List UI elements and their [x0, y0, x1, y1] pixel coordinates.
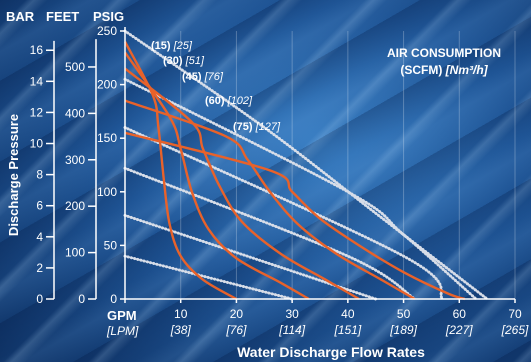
x-tick-label-lpm: [38] — [170, 323, 192, 337]
x-tick-label-gpm: 60 — [453, 307, 467, 321]
pressure-line — [125, 168, 415, 299]
air-consumption-curves — [125, 42, 465, 299]
air-label-nm3h: [102] — [227, 95, 253, 107]
x-tick-label-lpm: [189] — [389, 323, 417, 337]
air-label-nm3h: [76] — [204, 71, 224, 83]
air-curve-label: (30) [51] — [163, 55, 205, 67]
air-label-scfm: (45) — [182, 71, 205, 83]
pressure-line-dots — [125, 168, 415, 299]
legend-title-line2: (SCFM) [Nm³/h] — [400, 63, 488, 77]
y-tick-label-feet: 500 — [65, 60, 85, 74]
air-label-nm3h: [25] — [173, 40, 193, 52]
x-tick-label-lpm: [114] — [278, 323, 305, 337]
air-label-scfm: (75) — [233, 121, 256, 133]
air-curve-label: (45) [76] — [182, 71, 224, 83]
unit-header-feet: FEET — [46, 9, 79, 24]
air-curve — [125, 133, 465, 299]
y-tick-label-bar: 8 — [36, 168, 43, 182]
y-tick-label-feet: 400 — [65, 106, 85, 120]
y-tick-label-psig: 150 — [97, 131, 117, 145]
air-label-scfm: (30) — [163, 55, 186, 67]
legend-title-line1: AIR CONSUMPTION — [387, 46, 501, 60]
y-tick-label-psig: 0 — [110, 292, 117, 306]
y-tick-label-feet: 300 — [65, 153, 85, 167]
y-tick-label-bar: 2 — [36, 261, 43, 275]
x-axis-title: Water Discharge Flow Rates — [237, 344, 425, 360]
x-tick-label-gpm: 30 — [285, 307, 299, 321]
y-tick-label-bar: 4 — [36, 230, 43, 244]
x-tick-label-gpm: 50 — [397, 307, 411, 321]
y-tick-label-feet: 200 — [65, 199, 85, 213]
y-tick-label-psig: 50 — [104, 238, 118, 252]
y-tick-label-bar: 10 — [30, 137, 44, 151]
y-tick-label-feet: 100 — [65, 246, 85, 260]
unit-header-bar: BAR — [6, 9, 35, 24]
y-tick-label-bar: 16 — [30, 43, 44, 57]
x-tick-label-lpm: [227] — [445, 323, 473, 337]
x-unit-lpm: [LPM] — [106, 324, 139, 338]
x-unit-gpm: GPM — [107, 308, 137, 323]
y-tick-label-bar: 6 — [36, 199, 43, 213]
y-tick-label-feet: 0 — [78, 292, 85, 306]
legend-nm3h: [Nm³/h] — [445, 63, 489, 77]
pressure-line-dots — [125, 127, 443, 299]
y-tick-label-bar: 14 — [30, 74, 44, 88]
x-tick-label-lpm: [151] — [334, 323, 362, 337]
y-tick-label-bar: 0 — [36, 292, 43, 306]
x-tick-label-gpm: 10 — [174, 307, 188, 321]
air-curve-label: (75) [127] — [233, 121, 281, 133]
y-tick-label-psig: 200 — [97, 78, 117, 92]
air-curve-label: (60) [102] — [205, 95, 253, 107]
legend-scfm: (SCFM) — [400, 63, 445, 77]
air-curve-label: (15) [25] — [151, 40, 193, 52]
x-tick-label-lpm: [265] — [501, 323, 529, 337]
pressure-line — [125, 127, 443, 299]
y-tick-label-psig: 100 — [97, 185, 117, 199]
x-tick-label-gpm: 20 — [230, 307, 244, 321]
y-tick-label-psig: 250 — [97, 24, 117, 38]
y-axis-title: Discharge Pressure — [6, 114, 21, 236]
air-label-nm3h: [51] — [185, 55, 205, 67]
x-tick-label-gpm: 40 — [341, 307, 355, 321]
x-tick-label-lpm: [76] — [225, 323, 247, 337]
unit-header-psig: PSIG — [93, 9, 124, 24]
air-label-nm3h: [127] — [255, 121, 281, 133]
air-label-scfm: (60) — [205, 95, 228, 107]
y-tick-label-bar: 12 — [30, 105, 44, 119]
x-tick-label-gpm: 70 — [508, 307, 522, 321]
air-label-scfm: (15) — [151, 40, 174, 52]
